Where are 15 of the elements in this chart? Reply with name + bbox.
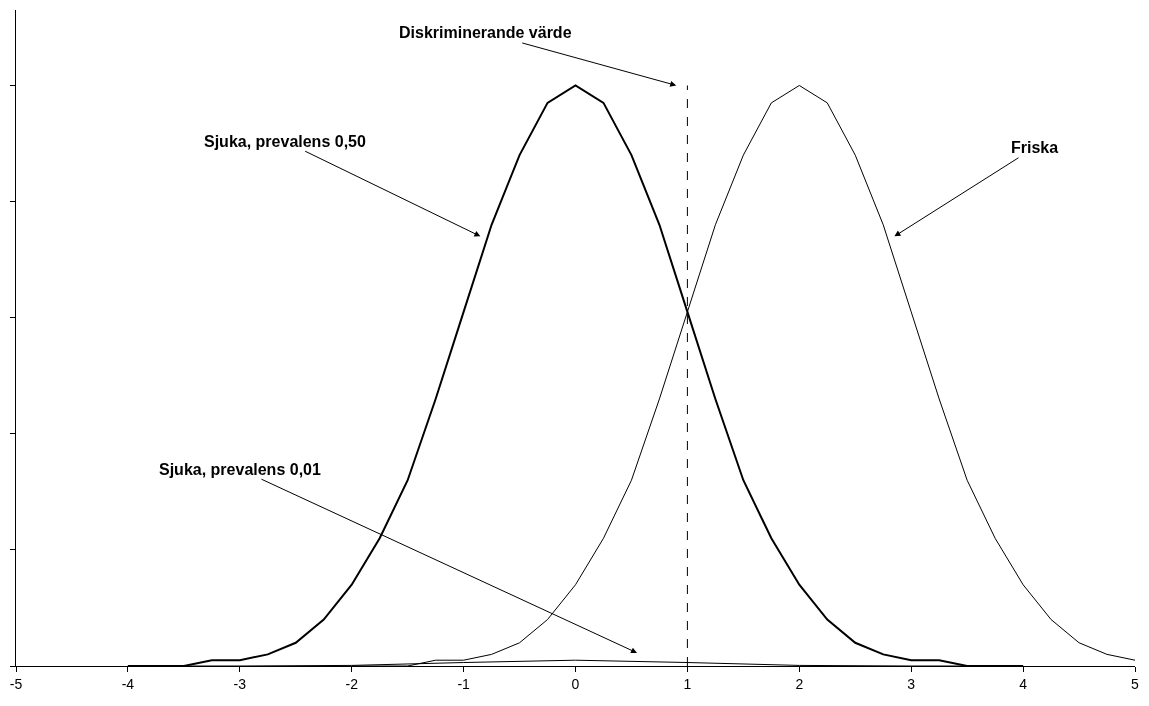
x-tick-label: -5 <box>9 675 23 692</box>
x-tick-label: -2 <box>345 675 359 692</box>
x-tick-label: 5 <box>1131 675 1140 692</box>
annotation: Sjuka, prevalens 0,50 <box>204 133 366 150</box>
annotation: Sjuka, prevalens 0,01 <box>159 461 321 478</box>
x-tick-label: 4 <box>1019 675 1028 692</box>
annotation: Friska <box>1011 139 1059 156</box>
x-tick-label: 0 <box>571 675 580 692</box>
x-tick-label: 3 <box>907 675 916 692</box>
text: Diskriminerande värde <box>399 24 572 41</box>
x-tick-label: 1 <box>683 675 692 692</box>
x-tick-label: -3 <box>233 675 247 692</box>
x-tick-label: -1 <box>457 675 471 692</box>
x-tick-label: -4 <box>121 675 135 692</box>
x-tick-label: 2 <box>795 675 804 692</box>
